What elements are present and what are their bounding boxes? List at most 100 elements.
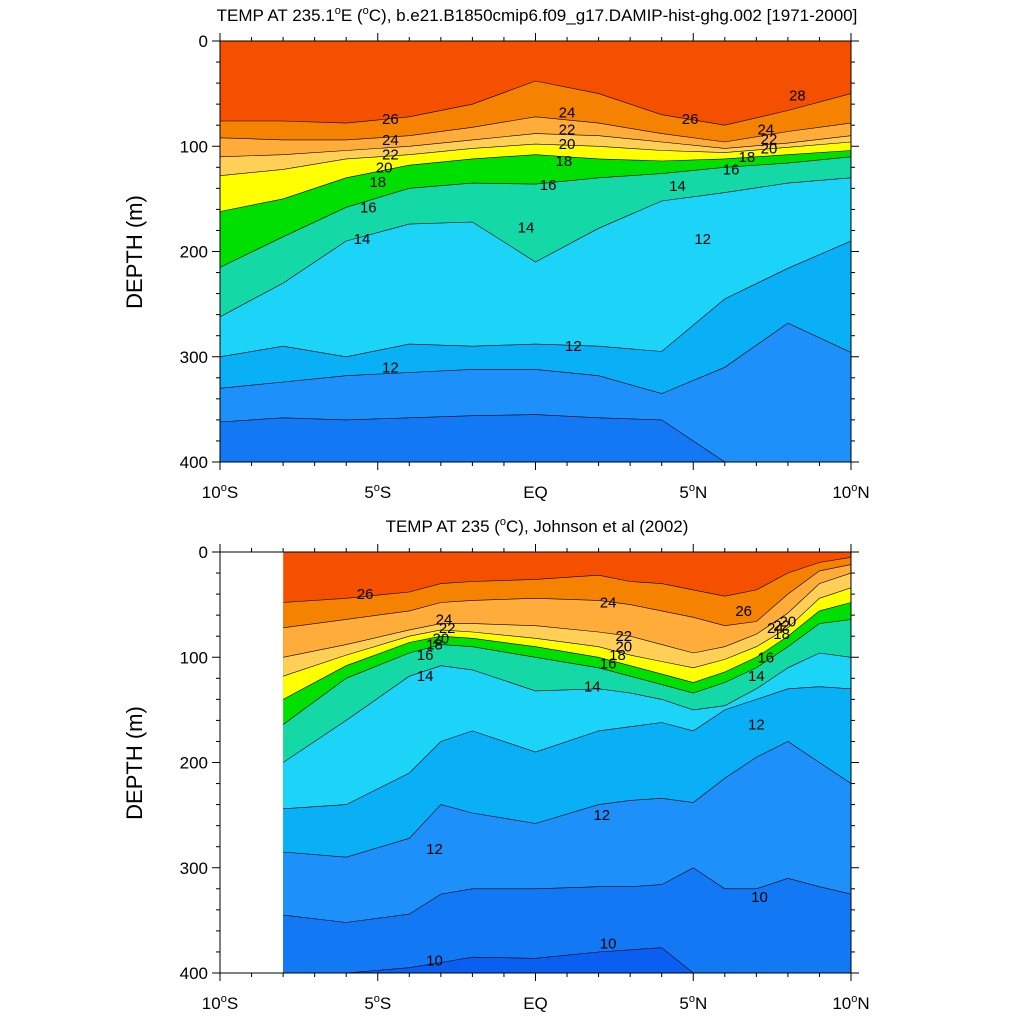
y-tick-label: 100 (180, 137, 208, 156)
y-tick-label: 300 (180, 348, 208, 367)
contour-label: 24 (767, 620, 784, 637)
temperature-field (220, 41, 851, 462)
contour-label: 14 (669, 178, 686, 195)
contour-label: 14 (417, 668, 434, 685)
contour-label: 24 (757, 121, 774, 138)
isotherm-9 (283, 947, 851, 973)
contour-label: 20 (761, 140, 778, 157)
contour-label: 20 (376, 159, 393, 176)
contour-label: 26 (682, 111, 699, 128)
contour-label: 12 (382, 359, 399, 376)
x-tick-label: 10oS (202, 993, 238, 1013)
contour-label: 24 (559, 105, 576, 122)
contour-label: 18 (773, 626, 790, 643)
contour-label: 26 (357, 586, 374, 603)
x-tick-label: 5oN (679, 993, 707, 1013)
y-tick-label: 0 (199, 32, 208, 51)
contour-label: 20 (780, 614, 797, 631)
x-tick-label: EQ (523, 994, 548, 1013)
contour-label: 12 (565, 338, 582, 355)
isotherm-22 (220, 133, 851, 158)
isotherm-14 (283, 652, 852, 763)
contour-label: 16 (540, 177, 557, 194)
top-panel-ylabel: DEPTH (m) (122, 195, 147, 309)
band-below-10 (220, 414, 851, 462)
contour-label: 14 (518, 219, 535, 236)
x-tick-label: 5oS (364, 993, 391, 1013)
y-tick-label: 400 (180, 964, 208, 983)
x-tick-label: 10oN (832, 993, 869, 1013)
contour-label: 16 (417, 647, 434, 664)
contour-label: 20 (615, 639, 632, 656)
contour-label: 10 (600, 936, 617, 953)
isotherm-12 (283, 686, 852, 810)
contour-label: 22 (559, 121, 576, 138)
contour-label: 12 (426, 841, 443, 858)
isotherm-20 (220, 141, 851, 176)
contour-label: 10 (751, 889, 768, 906)
contour-label: 10 (426, 952, 443, 969)
contour-label: 24 (436, 611, 453, 628)
contour-label: 18 (556, 153, 573, 170)
isotherm-26 (283, 557, 852, 603)
contour-label: 22 (761, 131, 778, 148)
bottom-panel-ylabel: DEPTH (m) (122, 706, 147, 820)
contour-label: 26 (735, 603, 752, 620)
isotherm-10 (283, 867, 852, 923)
contour-label: 22 (382, 147, 399, 164)
band-below-10 (283, 867, 851, 973)
contour-label: 16 (757, 649, 774, 666)
y-tick-label: 300 (180, 859, 208, 878)
contour-label: 16 (600, 656, 617, 673)
contour-label: 14 (354, 231, 371, 248)
isotherm-18 (220, 150, 851, 212)
contour-label: 18 (426, 637, 443, 654)
isotherm-26 (220, 80, 851, 126)
contour-label: 22 (773, 618, 790, 635)
y-tick-label: 200 (180, 243, 208, 262)
isotherm-16 (220, 156, 851, 268)
isotherm-20 (283, 587, 852, 677)
x-tick-label: 10oN (832, 482, 869, 502)
contour-label: 22 (615, 628, 632, 645)
isotherm-18 (283, 602, 852, 700)
contour-label: 18 (609, 647, 626, 664)
y-tick-label: 200 (180, 754, 208, 773)
isotherm-12 (220, 240, 851, 358)
x-tick-label: 5oS (364, 482, 391, 502)
contour-label: 14 (748, 668, 765, 685)
contour-label: 12 (593, 807, 610, 824)
isotherm-11 (220, 322, 851, 394)
contour-label: 20 (559, 136, 576, 153)
contour-label: 18 (739, 149, 756, 166)
isotherm-11 (283, 741, 852, 858)
contour-label: 28 (789, 88, 806, 105)
top-panel-title: TEMP AT 235.1oE (oC), b.e21.B1850cmip6.f… (217, 5, 858, 25)
isotherm-10 (220, 414, 851, 462)
bottom-panel: TEMP AT 235 (oC), Johnson et al (2002) D… (122, 516, 870, 1013)
temperature-field (283, 552, 852, 973)
y-tick-label: 0 (199, 543, 208, 562)
y-tick-label: 100 (180, 648, 208, 667)
contour-label: 20 (433, 630, 450, 647)
contour-label: 16 (723, 161, 740, 178)
x-tick-label: EQ (523, 483, 548, 502)
contour-label: 12 (748, 717, 765, 734)
isotherm-16 (283, 619, 852, 725)
isotherm-22 (283, 572, 852, 658)
contour-label: 18 (369, 174, 386, 191)
contour-label: 14 (584, 679, 601, 696)
contour-label: 16 (360, 199, 377, 216)
top-panel: TEMP AT 235.1oE (oC), b.e21.B1850cmip6.f… (122, 5, 870, 502)
bottom-panel-title: TEMP AT 235 (oC), Johnson et al (2002) (386, 516, 689, 536)
y-tick-label: 400 (180, 453, 208, 472)
x-tick-label: 10oS (202, 482, 238, 502)
contour-label: 22 (439, 620, 456, 637)
contour-label: 24 (600, 595, 617, 612)
isotherm-24 (283, 564, 852, 629)
isotherm-14 (220, 177, 851, 318)
contour-label: 24 (382, 132, 399, 149)
isotherm-24 (220, 116, 851, 143)
contour-label: 12 (694, 231, 711, 248)
